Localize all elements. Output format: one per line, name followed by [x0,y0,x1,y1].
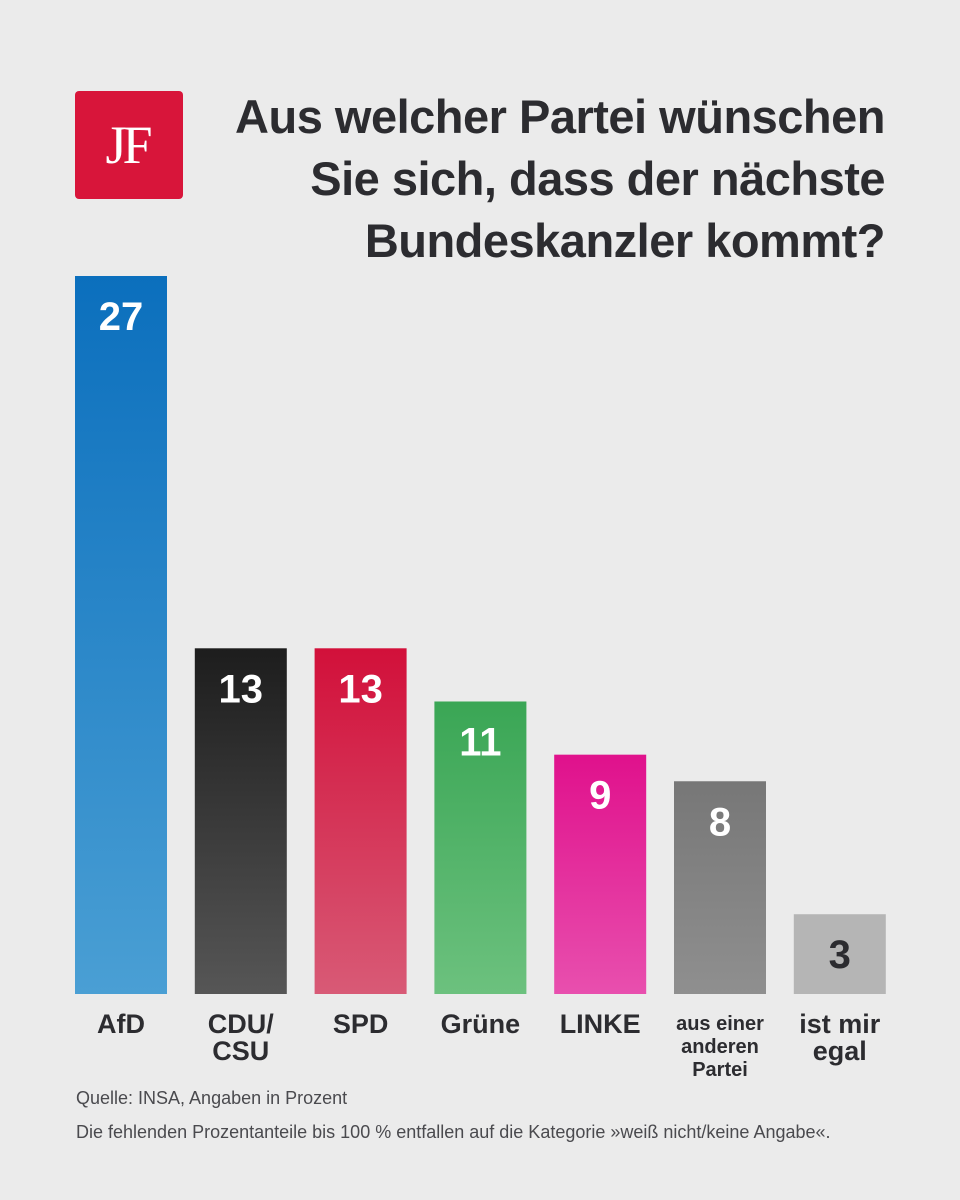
category-label-line: Grüne [441,1009,521,1039]
category-label-line: aus einer [676,1013,764,1035]
bar-value-label: 9 [589,774,611,818]
category-label: LINKE [560,1009,641,1039]
bar-value-label: 8 [709,800,731,844]
bar-value-label: 13 [219,667,264,711]
bar-1 [75,276,167,994]
category-label-line: CSU [212,1036,269,1066]
category-label: SPD [333,1009,389,1039]
bar-6 [674,781,766,994]
footnote: Die fehlenden Prozentanteile bis 100 % e… [76,1122,831,1142]
category-labels-group: AfD CDU/CSU SPD Grüne LINKE aus einer anderen P… [97,1009,881,1081]
category-label-line: CDU/ [208,1009,274,1039]
bar-3 [314,648,407,994]
bar-7 [793,914,886,994]
category-label-line: SPD [333,1009,389,1039]
category-label: AfD [97,1009,145,1039]
category-label-line: LINKE [560,1009,641,1039]
bar-value-label: 3 [829,933,851,977]
category-label-line: Partei [692,1059,748,1081]
logo-text: JF [105,115,152,175]
category-label: Grüne [441,1009,521,1039]
chart-title: Aus welcher Partei wünschen Sie sich, da… [195,86,885,272]
source-note: Quelle: INSA, Angaben in Prozent [76,1088,348,1108]
category-label: ist mir egal [799,1009,881,1066]
category-label-line: ist mir [799,1009,881,1039]
category-label: CDU/CSU [208,1009,274,1066]
bar-2 [194,648,287,994]
title-line: Aus welcher Partei wünschen [235,90,885,143]
title-line: Sie sich, dass der nächste [310,152,885,205]
category-label-line: anderen [681,1036,759,1058]
category-label: aus einer anderen Partei [676,1013,764,1081]
bars-group: 27 13 13 11 9 8 3 [75,276,886,994]
category-label-line: egal [813,1036,867,1066]
bar-5 [554,754,647,994]
bar-value-label: 11 [459,720,501,764]
bar-value-label: 27 [99,295,144,339]
title-line: Bundeskanzler kommt? [364,214,886,267]
bar-value-label: 13 [338,667,383,711]
bar-4 [434,701,527,994]
jf-logo: JF [75,91,183,199]
category-label-line: AfD [97,1009,145,1039]
